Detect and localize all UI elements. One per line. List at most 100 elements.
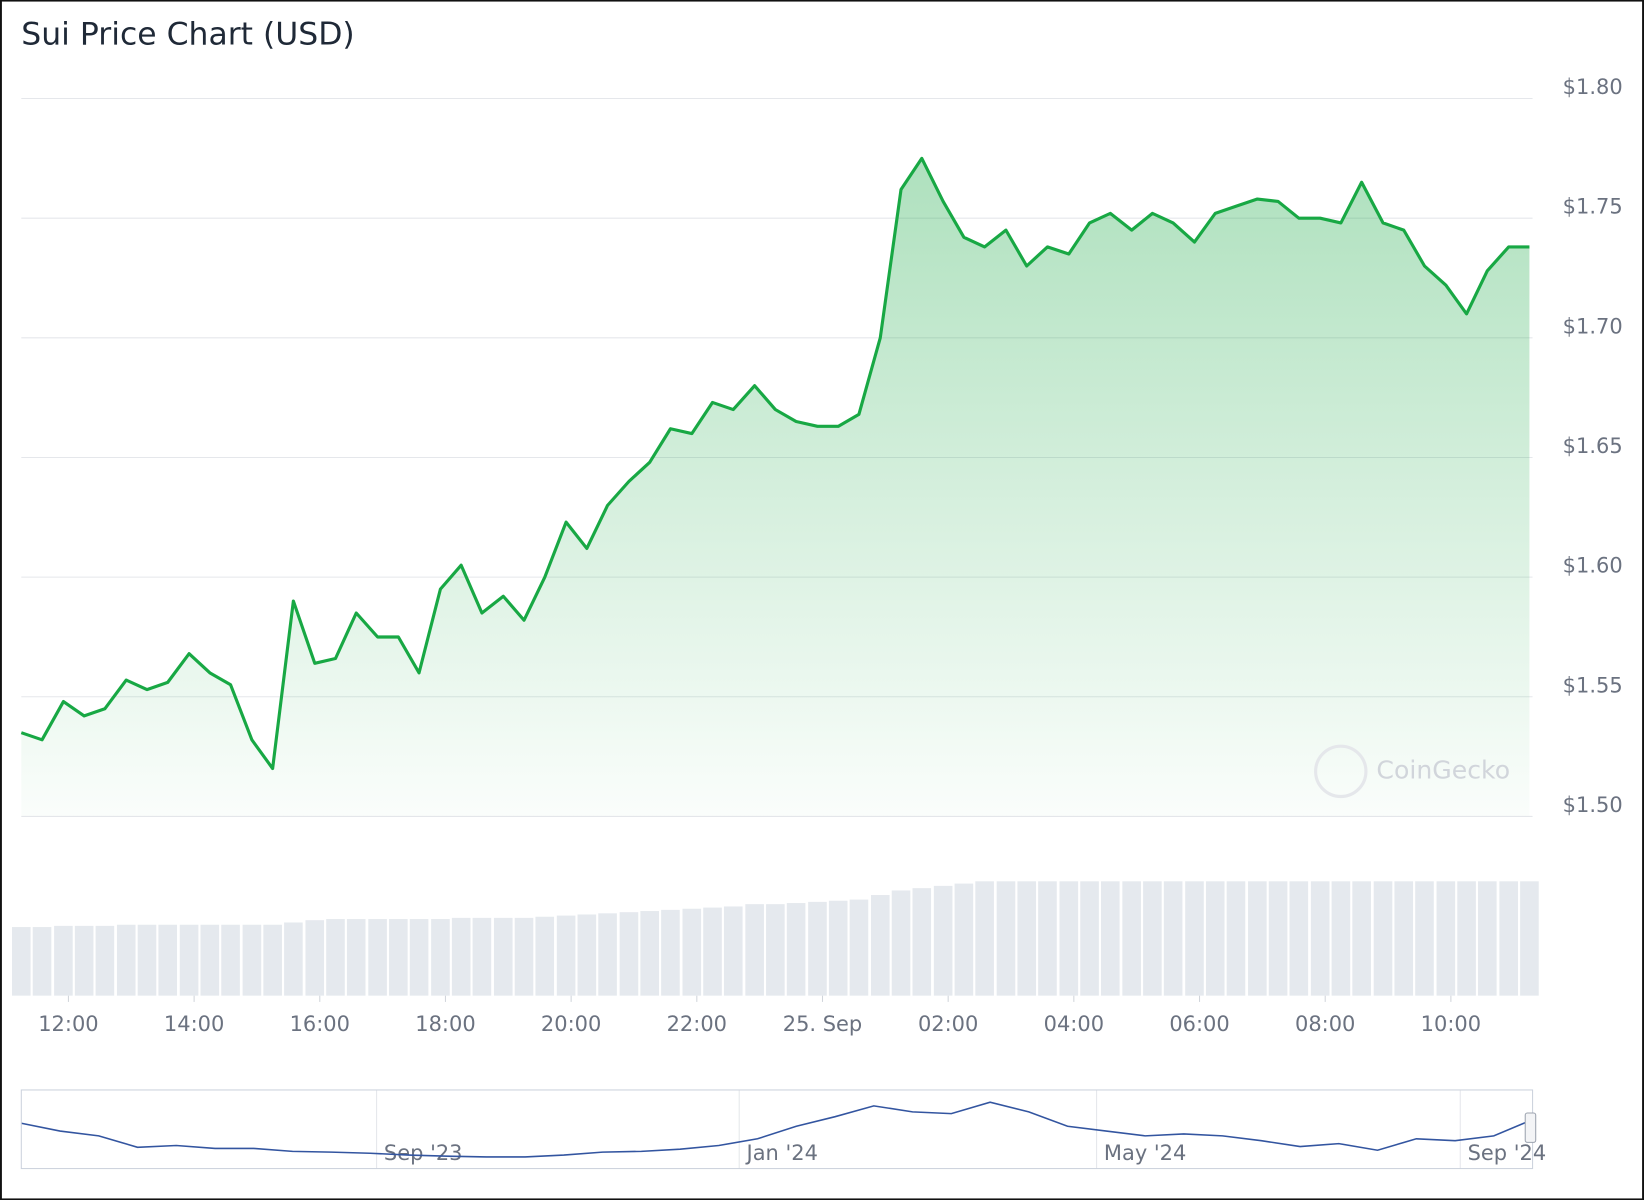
navigator-handle[interactable]	[1524, 1112, 1537, 1143]
x-tick-label: 25. Sep	[783, 1012, 862, 1036]
volume-bar	[891, 890, 911, 996]
volume-bar	[577, 914, 597, 996]
volume-bar	[11, 927, 31, 996]
volume-bar	[954, 883, 974, 996]
x-tick-label: 22:00	[667, 1012, 727, 1036]
navigator-label: Jan '24	[745, 1141, 818, 1165]
volume-bar	[598, 913, 617, 996]
x-tick-label: 08:00	[1295, 1012, 1355, 1036]
volume-bar	[200, 924, 220, 996]
volume-bar	[1289, 881, 1309, 996]
watermark-text: CoinGecko	[1376, 755, 1510, 784]
volume-bar	[1205, 881, 1225, 996]
area-fill	[21, 158, 1530, 817]
volume-bar	[703, 907, 722, 996]
volume-bar	[221, 924, 240, 996]
volume-bar	[871, 895, 890, 996]
volume-bar	[493, 917, 513, 996]
y-tick-label: $1.75	[1563, 195, 1623, 219]
y-tick-label: $1.65	[1563, 434, 1623, 458]
x-tick-label: 18:00	[415, 1012, 475, 1036]
volume-bar	[1436, 881, 1456, 996]
volume-bar	[242, 924, 262, 996]
volume-bar	[32, 927, 52, 996]
volume-bar	[368, 919, 387, 996]
y-tick-label: $1.70	[1563, 314, 1623, 338]
volume-bar	[514, 917, 534, 996]
volume-bar	[263, 924, 282, 996]
volume-bar	[431, 919, 450, 996]
y-tick-label: $1.60	[1563, 554, 1623, 578]
volume-bar	[996, 881, 1016, 996]
volume-bar	[158, 924, 178, 996]
y-tick-label: $1.50	[1563, 793, 1623, 817]
volume-bar	[1017, 881, 1037, 996]
x-tick-label: 06:00	[1169, 1012, 1229, 1036]
volume-bar	[1373, 881, 1393, 996]
y-tick-label: $1.80	[1563, 75, 1623, 99]
volume-bar	[745, 904, 764, 996]
navigator-label: May '24	[1104, 1141, 1186, 1165]
navigator-label: Sep '24	[1468, 1141, 1547, 1165]
volume-bar	[786, 903, 806, 996]
x-tick-label: 04:00	[1044, 1012, 1104, 1036]
x-tick-label: 16:00	[290, 1012, 350, 1036]
volume-bar	[137, 924, 157, 996]
volume-bar	[1310, 881, 1330, 996]
volume-bar	[849, 899, 869, 996]
volume-bar	[723, 906, 743, 996]
x-tick-label: 12:00	[38, 1012, 98, 1036]
navigator-label: Sep '23	[384, 1141, 463, 1165]
volume-bar	[472, 917, 492, 996]
volume-bar	[451, 917, 471, 996]
volume-bar	[1163, 881, 1183, 996]
volume-bar	[1038, 881, 1057, 996]
volume-bar	[1499, 881, 1518, 996]
volume-bar	[1415, 881, 1434, 996]
y-tick-label: $1.55	[1563, 673, 1623, 697]
volume-bar	[1331, 881, 1351, 996]
x-tick-label: 02:00	[918, 1012, 978, 1036]
volume-bar	[933, 885, 953, 996]
volume-bar	[975, 881, 994, 996]
volume-bar	[682, 908, 702, 996]
volume-bar	[1248, 881, 1267, 996]
volume-bar	[116, 924, 136, 996]
volume-bar	[661, 909, 680, 996]
volume-bar	[1143, 881, 1162, 996]
chart-title: Sui Price Chart (USD)	[21, 17, 354, 53]
volume-bar	[409, 919, 429, 996]
volume-bar	[1394, 881, 1414, 996]
volume-bar	[535, 916, 555, 996]
navigator-line	[21, 1101, 1533, 1158]
volume-bar	[556, 915, 576, 996]
volume-bar	[1226, 881, 1246, 996]
volume-bar	[1520, 881, 1539, 996]
volume-bar	[828, 900, 848, 996]
volume-bar	[179, 924, 199, 996]
volume-bar	[640, 911, 659, 996]
volume-bar	[766, 904, 785, 996]
x-tick-label: 10:00	[1421, 1012, 1481, 1036]
volume-bar	[1100, 881, 1120, 996]
price-line	[20, 156, 1530, 771]
volume-bar	[284, 922, 303, 996]
volume-bar	[1122, 881, 1141, 996]
volume-bar	[1457, 881, 1476, 996]
watermark-logo	[1314, 744, 1368, 799]
volume-bar	[619, 912, 639, 996]
volume-bar	[1478, 881, 1497, 996]
x-tick-label: 20:00	[541, 1012, 601, 1036]
x-tick-label: 14:00	[164, 1012, 224, 1036]
volume-bar	[1185, 881, 1204, 996]
volume-bar	[808, 901, 827, 996]
volume-bar	[912, 888, 932, 996]
volume-bar	[1268, 881, 1288, 996]
volume-bar	[346, 919, 366, 996]
volume-bar	[326, 919, 345, 996]
volume-bar	[74, 925, 94, 996]
volume-bar	[1352, 881, 1371, 996]
volume-bar	[95, 925, 115, 996]
volume-bar	[305, 920, 325, 996]
